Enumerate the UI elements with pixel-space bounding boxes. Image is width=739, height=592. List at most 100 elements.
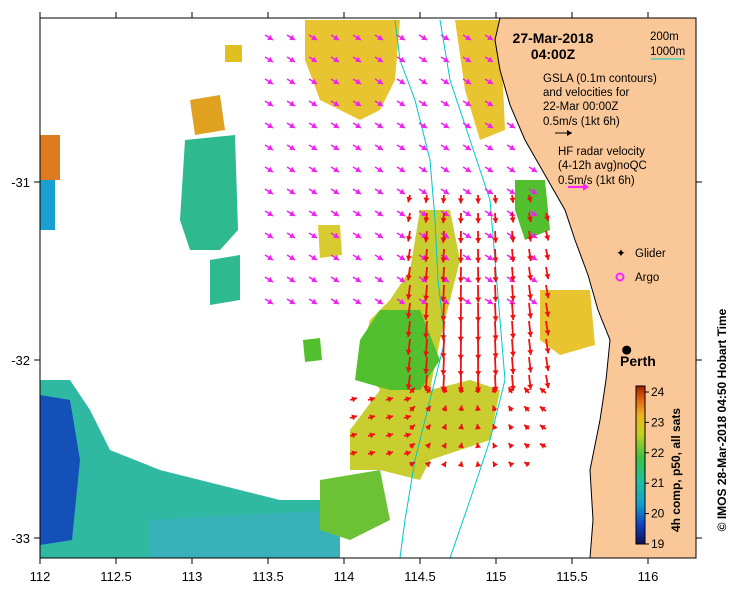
hf-arrow <box>539 442 547 449</box>
gsla-arrow <box>418 100 428 107</box>
gsla-legend-1: GSLA (0.1m contours) <box>543 73 657 85</box>
gsla-arrow <box>352 100 362 107</box>
gsla-arrow <box>330 56 340 63</box>
hf-arrow <box>424 461 432 468</box>
hf-arrow <box>440 320 447 341</box>
gsla-arrow <box>330 78 340 85</box>
gsla-legend-4: 0.5m/s (1kt 6h) <box>543 116 620 128</box>
gsla-arrow <box>330 166 340 173</box>
gsla-arrow <box>528 210 538 217</box>
gsla-arrow <box>286 298 296 305</box>
gsla-arrow <box>484 78 494 85</box>
hf-arrow <box>423 320 430 339</box>
sst-patch-northeast <box>455 20 505 140</box>
gsla-arrow <box>352 298 362 305</box>
gsla-arrow <box>506 166 516 173</box>
hf-arrow <box>544 320 551 336</box>
gsla-arrow <box>440 100 450 107</box>
gsla-arrow <box>330 210 340 217</box>
hf-arrow <box>523 461 531 468</box>
hf-arrow <box>539 424 547 431</box>
hf-arrow <box>509 284 516 301</box>
map-date: 27-Mar-2018 <box>513 30 594 46</box>
hf-legend-1: HF radar velocity <box>558 146 645 158</box>
gsla-arrow <box>484 188 494 195</box>
hf-arrow <box>492 212 499 224</box>
gsla-arrow <box>264 122 274 129</box>
gsla-arrow <box>528 298 538 305</box>
sst-patch-small-4 <box>225 45 242 62</box>
gsla-arrow <box>264 34 274 41</box>
gsla-arrow <box>396 210 406 217</box>
gsla-arrow <box>374 78 384 85</box>
hf-arrow <box>509 320 516 339</box>
hf-arrow <box>440 212 447 224</box>
gsla-arrow <box>374 166 384 173</box>
gsla-arrow <box>396 122 406 129</box>
hf-arrow <box>457 194 464 204</box>
gsla-arrow <box>440 34 450 41</box>
hf-arrow <box>475 194 482 204</box>
hf-arrow <box>457 284 464 303</box>
hf-arrow <box>475 266 482 283</box>
gsla-arrow <box>462 122 472 129</box>
argo-legend: Argo <box>635 272 659 284</box>
gsla-arrow <box>484 56 494 63</box>
gsla-arrow <box>308 166 318 173</box>
hf-arrow <box>403 396 412 403</box>
hf-arrow <box>425 405 432 412</box>
hf-arrow <box>423 212 430 223</box>
gsla-arrow <box>440 144 450 151</box>
hf-arrow <box>403 414 412 421</box>
sst-patch-north-warm <box>305 20 400 120</box>
hf-arrow <box>409 387 416 394</box>
hf-arrow <box>544 374 551 389</box>
hf-arrow <box>492 248 499 263</box>
gsla-arrow <box>462 78 472 85</box>
hf-arrow <box>544 284 551 299</box>
hf-arrow <box>458 405 465 412</box>
hf-arrow <box>491 386 498 394</box>
x-tick-label: 112 <box>30 569 51 584</box>
gsla-arrow <box>528 188 538 195</box>
hf-arrow <box>527 284 534 300</box>
gsla-arrow <box>352 56 362 63</box>
sst-patch-edge-west <box>40 135 60 180</box>
gsla-arrow <box>352 144 362 151</box>
gsla-arrow <box>352 122 362 129</box>
hf-arrow <box>423 194 430 203</box>
hf-arrow <box>544 338 551 354</box>
gsla-arrow <box>286 210 296 217</box>
hf-arrow <box>527 374 534 390</box>
hf-arrow <box>475 230 482 244</box>
hf-arrow <box>544 212 550 222</box>
hf-arrow <box>385 450 394 457</box>
gsla-arrow <box>374 100 384 107</box>
gsla-arrow <box>484 254 494 261</box>
hf-arrow <box>527 266 534 281</box>
sst-patch-island-west <box>180 135 238 250</box>
gsla-arrow <box>484 210 494 217</box>
gsla-arrow <box>418 122 428 129</box>
gsla-arrow <box>396 144 406 151</box>
sst-patch-small-3 <box>210 255 240 305</box>
hf-arrow <box>441 405 448 412</box>
gsla-arrow <box>484 100 494 107</box>
gsla-arrow <box>418 210 428 217</box>
gsla-arrow <box>462 34 472 41</box>
hf-arrow <box>523 405 530 412</box>
gsla-arrow <box>484 144 494 151</box>
hf-arrow <box>440 230 447 243</box>
sst-patches <box>40 20 595 558</box>
land-western-australia <box>494 18 696 558</box>
gsla-arrow <box>330 276 340 283</box>
gsla-arrow <box>286 276 296 283</box>
hf-arrow <box>474 386 481 394</box>
gsla-arrow <box>440 78 450 85</box>
gsla-arrow <box>396 232 406 239</box>
hf-arrow <box>507 423 515 431</box>
hf-arrow <box>424 442 432 449</box>
gsla-arrow <box>308 232 318 239</box>
gsla-arrow <box>308 78 318 85</box>
hf-legend-3: 0.5m/s (1kt 6h) <box>558 175 635 187</box>
